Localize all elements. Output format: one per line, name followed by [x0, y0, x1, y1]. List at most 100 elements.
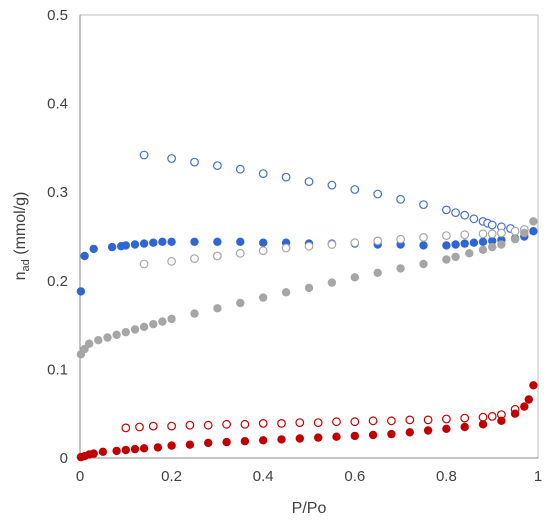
x-tick-label: 0.8 — [436, 468, 457, 485]
y-tick-label: 0.1 — [47, 361, 68, 378]
y-tick-label: 0.2 — [47, 273, 68, 290]
data-point — [478, 245, 488, 254]
data-point — [139, 150, 149, 160]
data-point — [295, 418, 305, 428]
y-tick-label: 0.3 — [47, 184, 68, 201]
data-point — [520, 402, 529, 411]
y-axis-title-main: n — [12, 271, 29, 280]
data-point — [277, 435, 286, 444]
series-3 — [139, 224, 529, 269]
data-point — [158, 317, 167, 326]
data-point — [139, 259, 149, 269]
data-point — [442, 255, 451, 264]
data-point — [529, 217, 538, 226]
data-point — [139, 322, 149, 332]
data-point — [304, 283, 314, 293]
data-point — [423, 415, 433, 425]
y-tick-label: 0.4 — [47, 96, 68, 113]
plot-area-frame — [79, 14, 539, 459]
data-point — [510, 409, 520, 418]
data-point — [497, 228, 506, 238]
data-point — [139, 444, 149, 453]
data-point — [85, 339, 94, 348]
data-point — [222, 437, 231, 447]
data-point — [327, 180, 337, 190]
data-point — [130, 325, 140, 334]
data-point — [167, 314, 176, 324]
data-point — [158, 237, 167, 246]
data-point — [460, 230, 470, 240]
data-point — [281, 288, 291, 297]
data-point — [167, 421, 177, 431]
data-point — [112, 446, 121, 456]
series-1 — [139, 150, 515, 233]
data-point — [76, 287, 86, 296]
y-tick-labels: 0 0.1 0.2 0.3 0.4 0.5 — [47, 7, 68, 467]
x-tick-label: 0.2 — [161, 468, 182, 485]
data-point — [529, 227, 538, 236]
data-point — [236, 237, 245, 246]
data-point — [259, 436, 268, 445]
data-point — [396, 264, 405, 273]
data-point — [487, 412, 497, 421]
data-point — [396, 194, 406, 204]
data-point — [89, 244, 98, 254]
y-axis-title-unit: (mmol/g) — [12, 192, 29, 260]
x-tick-labels: 0 0.2 0.4 0.6 0.8 1 — [76, 468, 542, 485]
y-axis-title-subscript: ad — [20, 259, 32, 271]
data-point — [130, 240, 140, 249]
data-point — [107, 242, 117, 252]
data-point — [204, 438, 213, 448]
data-point — [213, 237, 222, 246]
data-point — [478, 420, 488, 429]
data-point — [190, 157, 199, 167]
data-point — [240, 437, 250, 446]
data-point — [259, 238, 268, 247]
data-point — [460, 210, 470, 220]
data-point — [478, 237, 488, 246]
data-point — [497, 416, 506, 425]
data-point — [94, 336, 103, 345]
data-point — [103, 333, 112, 342]
x-tick-label: 1 — [534, 468, 542, 485]
data-point — [396, 234, 406, 244]
data-point — [258, 169, 268, 179]
data-point — [405, 428, 414, 437]
data-point — [487, 229, 497, 239]
series-6 — [76, 381, 538, 462]
data-point — [368, 430, 378, 440]
data-point — [387, 416, 396, 426]
data-series — [76, 150, 538, 462]
data-point — [419, 232, 428, 242]
data-point — [460, 413, 470, 423]
data-point — [350, 238, 360, 248]
data-point — [236, 298, 245, 308]
data-point — [487, 220, 497, 230]
data-point — [258, 419, 268, 428]
data-point — [112, 330, 121, 339]
data-point — [469, 238, 479, 247]
data-point — [281, 243, 291, 253]
data-point — [387, 429, 396, 439]
y-tick-label: 0 — [60, 450, 68, 467]
data-point — [212, 251, 222, 261]
data-point — [304, 241, 314, 251]
data-point — [350, 273, 359, 282]
data-point — [327, 278, 337, 287]
data-point — [149, 320, 158, 329]
data-point — [314, 433, 323, 442]
data-point — [167, 441, 176, 450]
data-point — [135, 422, 144, 432]
data-point — [460, 422, 469, 432]
data-point — [465, 249, 474, 258]
data-point — [350, 185, 360, 194]
x-tick-label: 0.4 — [253, 468, 274, 485]
data-point — [488, 236, 497, 246]
data-point — [442, 424, 451, 433]
data-point — [373, 189, 383, 199]
data-point — [235, 164, 245, 174]
data-point — [510, 226, 520, 236]
data-point — [524, 395, 533, 404]
data-point — [121, 445, 130, 455]
